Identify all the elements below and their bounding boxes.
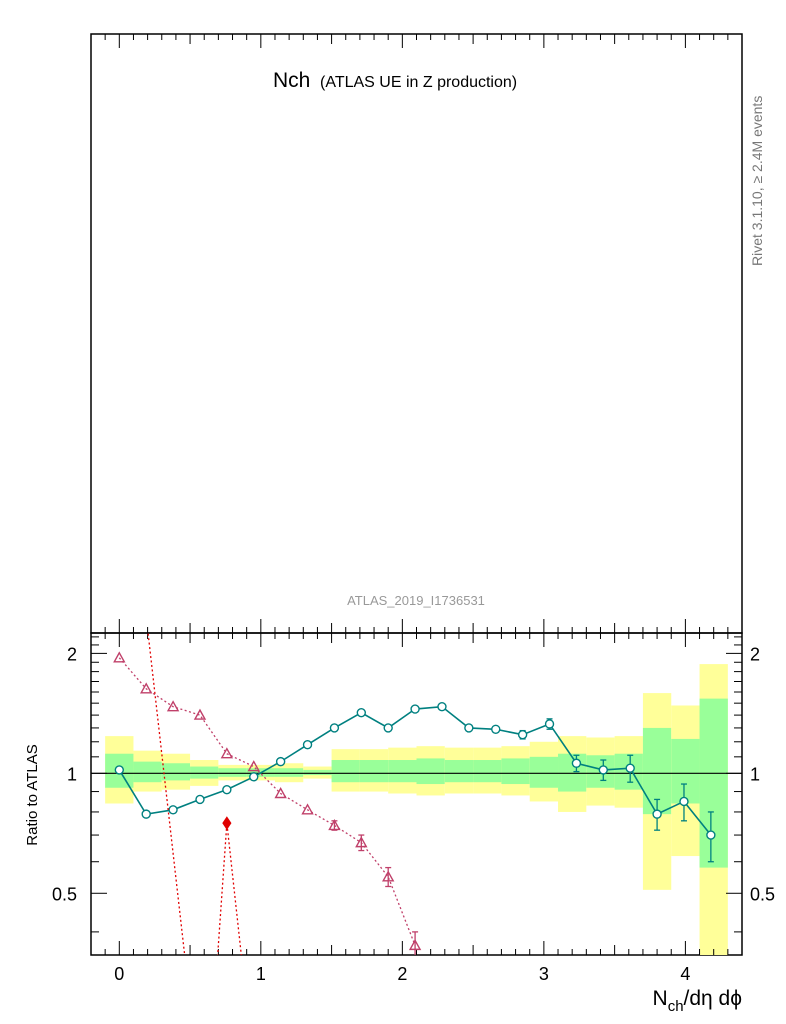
data-point-diamond (222, 816, 232, 831)
y-tick-label-right: 2 (750, 644, 760, 664)
data-point-circle (141, 809, 151, 819)
data-point-triangle (220, 747, 234, 759)
data-point-circle (652, 809, 662, 819)
data-point-circle (249, 772, 259, 782)
data-point-circle (168, 805, 178, 815)
band-inner-bin (218, 768, 247, 777)
data-point-circle (356, 707, 367, 718)
band-inner-bin (699, 698, 728, 868)
data-point-triangle (328, 818, 341, 831)
data-point-circle (222, 784, 232, 795)
data-point-circle (625, 763, 635, 773)
data-point-triangle (193, 708, 207, 720)
band-inner-bin (274, 768, 304, 777)
data-point-triangle (355, 836, 368, 848)
y-tick-label-left: 0.5 (52, 884, 77, 904)
analysis-watermark: ATLAS_2019_I1736531 (347, 593, 485, 608)
data-point-circle (302, 739, 313, 750)
data-point-triangle (382, 870, 395, 882)
x-axis-label: Nch/dη dϕ (653, 987, 742, 1015)
data-point-circle (491, 724, 501, 734)
series-circle (114, 701, 716, 863)
data-point-circle (706, 830, 716, 840)
data-point-circle (383, 723, 393, 733)
data-point-triangle (113, 651, 126, 663)
data-point-circle (437, 701, 447, 712)
y-tick-label-right: 0.5 (750, 884, 775, 904)
series-line-diamond (147, 633, 242, 955)
rivet-side-label: Rivet 3.1.10, ≥ 2.4M events (749, 96, 765, 266)
band-inner-bin (331, 760, 360, 783)
data-point-circle (571, 758, 582, 768)
band-inner-bin (359, 760, 389, 783)
axis-tick-labels: 0 1 2 3 4 0.5 0.5 1 1 2 2 (52, 644, 775, 984)
data-point-triangle (274, 787, 287, 799)
y-tick-label-left: 1 (67, 764, 77, 784)
band-inner-bin (416, 758, 445, 785)
band-inner-bin (529, 756, 559, 788)
band-inner-bin (388, 760, 417, 783)
band-inner-bin (190, 766, 219, 779)
chart-title: Nch (273, 69, 310, 92)
band-inner-bin (161, 763, 191, 781)
band-inner-bin (558, 753, 587, 792)
series-line-triangle (118, 657, 416, 946)
uncertainty-bands (105, 664, 728, 955)
data-point-triangle (408, 938, 422, 951)
band-inner-bin (444, 760, 474, 783)
data-series (113, 633, 716, 955)
band-inner-bin (671, 738, 700, 804)
band-inner-bin (473, 760, 502, 783)
series-diamond (147, 633, 242, 955)
data-point-triangle (247, 760, 260, 772)
data-point-circle (329, 723, 340, 733)
y-tick-label-left: 2 (67, 644, 77, 664)
y-axis-label: Ratio to ATLAS (24, 744, 41, 845)
data-point-triangle (140, 682, 153, 694)
main-panel-frame (90, 33, 743, 634)
data-point-circle (410, 704, 420, 714)
data-point-circle (598, 765, 609, 775)
data-point-triangle (166, 700, 180, 712)
x-tick-label: 4 (680, 964, 690, 984)
series-triangle (113, 651, 422, 955)
data-point-circle (679, 796, 689, 807)
axis-ticks (90, 34, 743, 955)
chart-subtitle: (ATLAS UE in Z production) (320, 74, 517, 91)
data-point-circle (275, 756, 286, 767)
band-inner-bin (501, 758, 530, 785)
x-tick-label: 1 (256, 964, 266, 984)
data-point-circle (544, 719, 555, 729)
band-inner-bin (133, 761, 162, 783)
x-tick-label: 3 (539, 964, 549, 984)
band-inner-bin (303, 769, 332, 776)
data-point-circle (517, 730, 528, 740)
y-tick-label-right: 1 (750, 764, 760, 784)
data-point-triangle (301, 803, 314, 815)
data-point-circle (464, 723, 474, 733)
data-point-circle (195, 794, 205, 805)
x-tick-label: 0 (114, 964, 124, 984)
data-point-circle (114, 765, 125, 775)
x-tick-label: 2 (397, 964, 407, 984)
